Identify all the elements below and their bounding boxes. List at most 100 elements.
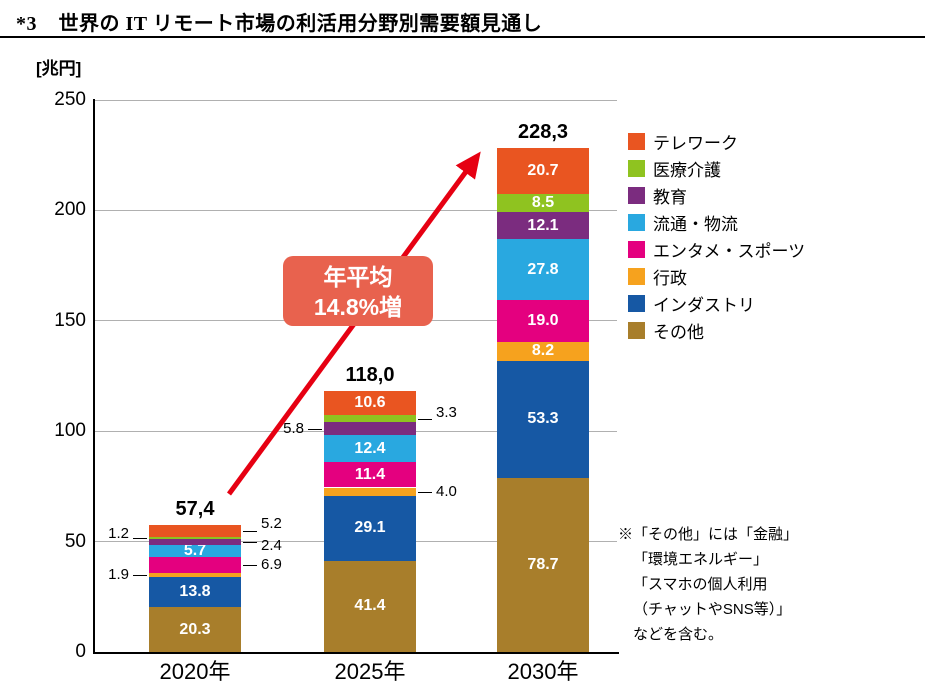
segment-value-label: 1.9: [108, 565, 129, 583]
legend-swatch: [628, 186, 645, 204]
bar-segment: [497, 239, 589, 301]
footnote-line: （チャットやSNS等）」: [633, 601, 792, 618]
segment-value-label: 11.4: [354, 465, 386, 483]
y-tick-label: 50: [64, 530, 86, 552]
footnote-line: 「スマホの個人利用: [633, 576, 768, 593]
x-category-label: 2025年: [334, 659, 406, 684]
bar-segment: [149, 544, 241, 558]
legend-label: 教育: [653, 187, 687, 207]
legend-label: 行政: [653, 268, 687, 288]
label-leader-line: [418, 491, 432, 493]
label-leader-line: [243, 564, 257, 566]
x-axis-line: [93, 652, 619, 654]
annotation-line2: 14.8%増: [313, 294, 403, 320]
bar-segment: [149, 525, 241, 537]
legend-label: 流通・物流: [653, 214, 738, 234]
legend-item: 医療介護: [628, 157, 721, 180]
legend-swatch: [628, 159, 645, 177]
bar-segment: [324, 414, 416, 423]
footnote: ※「その他」には「金融」「環境エネルギー」 「スマホの個人利用 （チャットやSNS等…: [618, 522, 918, 647]
bar-segment: [324, 560, 416, 652]
segment-value-label: 41.4: [354, 597, 386, 615]
bar-segment: [497, 147, 589, 194]
bar-segment: [324, 487, 416, 497]
label-leader-line: [133, 574, 147, 576]
bar-segment: [497, 212, 589, 240]
figure-title: *3 世界の IT リモート市場の利活用分野別需要額見通し: [16, 7, 542, 36]
y-axis-unit-label: [兆円]: [36, 59, 82, 78]
figure-number: *3: [16, 13, 37, 35]
label-leader-line: [308, 428, 322, 430]
legend-swatch: [628, 267, 645, 285]
y-tick-label: 0: [75, 641, 86, 662]
segment-value-label: 5.8: [283, 419, 304, 437]
label-leader-line: [133, 538, 147, 540]
bar-total-label: 118,0: [345, 364, 395, 387]
legend-swatch: [628, 213, 645, 231]
legend-item: エンタメ・スポーツ: [628, 238, 805, 261]
segment-value-label: 19.0: [527, 312, 559, 330]
legend-item: その他: [628, 319, 704, 342]
legend-label: インダストリ: [653, 295, 755, 315]
bar-segment: [497, 360, 589, 479]
label-leader-line: [243, 531, 257, 532]
bar-segment: [497, 300, 589, 343]
bar-segment: [149, 576, 241, 608]
legend-label: その他: [653, 322, 704, 342]
annotation-line1: 年平均: [323, 264, 393, 290]
legend-item: テレワーク: [628, 130, 738, 153]
label-leader-line: [243, 542, 257, 544]
segment-value-label: 5.2: [261, 515, 282, 532]
segment-value-label: 13.8: [179, 582, 211, 600]
y-tick-label: 200: [54, 199, 86, 221]
segment-value-label: 12.1: [527, 216, 559, 234]
bar-total-label: 228,3: [517, 120, 569, 143]
segment-value-label: 4.0: [436, 482, 457, 500]
y-tick-label: 100: [54, 420, 86, 442]
bar-segment: [149, 572, 241, 577]
title-divider: [0, 36, 925, 38]
segment-value-label: 1.2: [108, 525, 129, 543]
x-category-label: 2020年: [159, 659, 231, 684]
legend-item: インダストリ: [628, 292, 755, 315]
legend-label: テレワーク: [653, 133, 738, 153]
legend-item: 教育: [628, 184, 687, 207]
y-axis-line: [93, 99, 95, 654]
segment-value-label: 78.7: [527, 556, 559, 574]
growth-annotation: 年平均 14.8%増: [283, 256, 433, 326]
y-tick-label: 250: [54, 89, 86, 110]
segment-value-label: 12.4: [354, 439, 386, 457]
bar-segment: [497, 478, 589, 652]
segment-value-label: 2.4: [261, 537, 282, 555]
segment-value-label: 5.7: [183, 541, 207, 559]
segment-value-label: 3.3: [436, 403, 457, 421]
legend-swatch: [628, 294, 645, 312]
bar-segment: [149, 539, 241, 545]
segment-value-label: 53.3: [527, 410, 559, 428]
segment-value-label: 6.9: [261, 555, 282, 573]
segment-value-label: 27.8: [527, 260, 559, 278]
bar-segment: [497, 193, 589, 213]
footnote-line: 「環境エネルギー」: [633, 551, 769, 568]
y-tick-label: 150: [54, 309, 86, 331]
bar-segment: [324, 422, 416, 435]
legend-item: 行政: [628, 265, 687, 288]
segment-value-label: 29.1: [354, 519, 386, 537]
segment-value-label: 10.6: [354, 394, 386, 412]
bar-segment: [149, 607, 241, 652]
segment-value-label: 8.2: [531, 342, 555, 360]
bar-segment: [149, 536, 241, 540]
gridline: [95, 99, 617, 101]
x-category-label: 2030年: [507, 659, 579, 684]
legend-item: 流通・物流: [628, 211, 738, 234]
bar-segment: [149, 557, 241, 573]
label-leader-line: [418, 418, 432, 420]
footnote-line: ※「その他」には「金融」: [618, 526, 799, 543]
figure-title-text: 世界の IT リモート市場の利活用分野別需要額見通し: [58, 13, 543, 35]
bar-segment: [497, 342, 589, 361]
footnote-line: などを含む。: [633, 626, 724, 643]
segment-value-label: 20.3: [179, 620, 211, 638]
legend-swatch: [628, 132, 645, 150]
segment-value-label: 8.5: [531, 194, 555, 211]
